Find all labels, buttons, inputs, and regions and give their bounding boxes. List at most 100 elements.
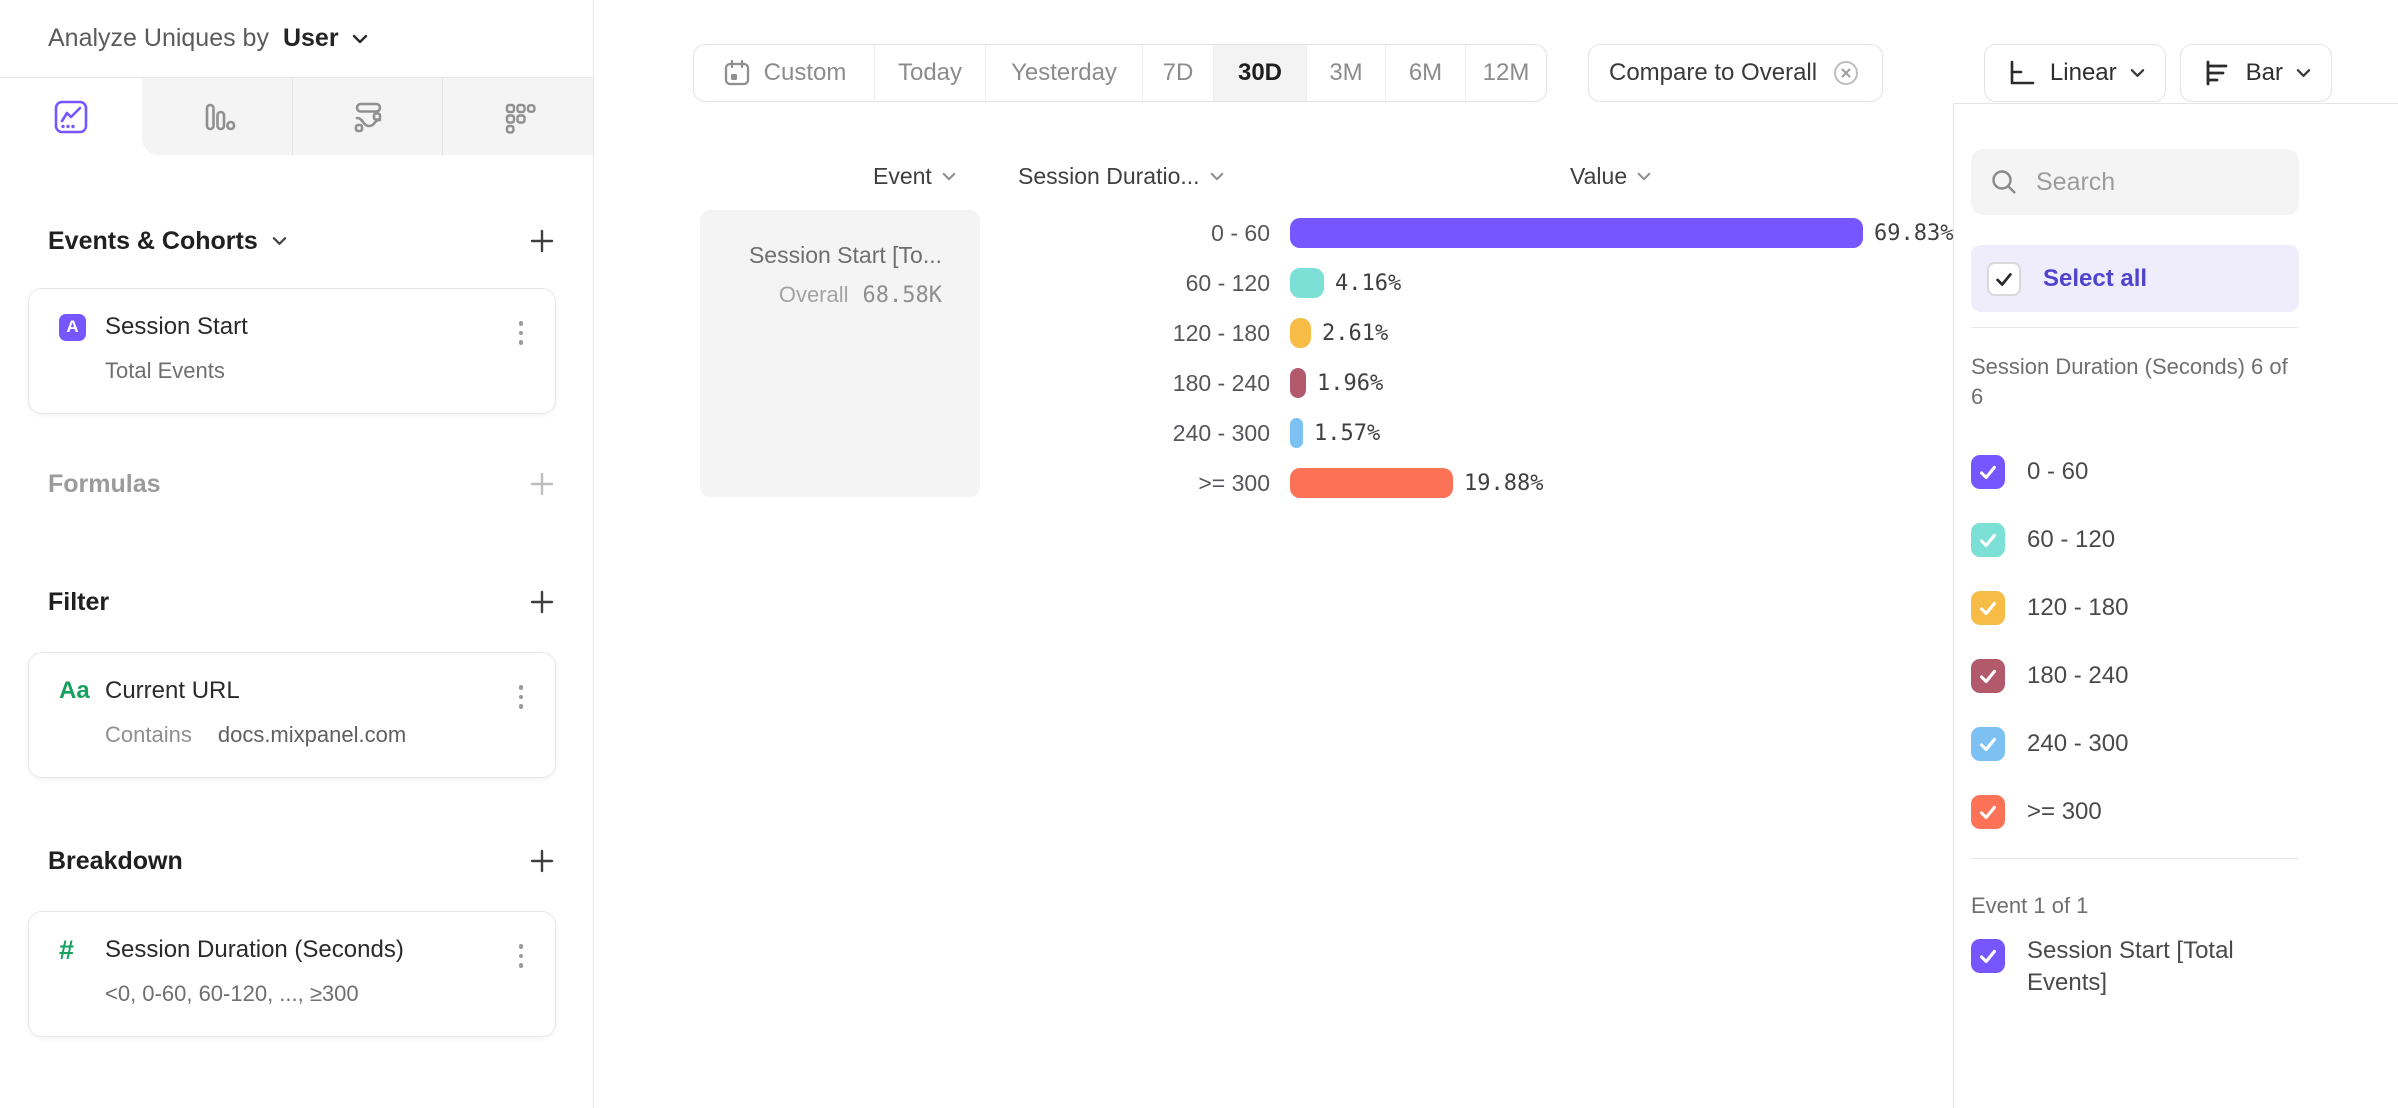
bar-category-label: 180 - 240 (1172, 369, 1270, 396)
legend-item-label: 120 - 180 (2027, 594, 2129, 621)
bar-value-label: 19.88% (1464, 470, 1544, 496)
chevron-down-icon (942, 172, 956, 181)
inactive-tabs (142, 78, 593, 155)
legend-divider (1971, 327, 2299, 328)
calendar-icon (722, 58, 752, 88)
analyze-by-label: Analyze Uniques by (48, 24, 269, 52)
view-tabs (0, 78, 593, 155)
legend-item-0-60[interactable]: 0 - 60 (1971, 438, 2398, 506)
column-header-breakdown[interactable]: Session Duratio... (1018, 163, 1224, 190)
linear-axis-icon (2005, 57, 2037, 89)
chart-type-selector[interactable]: Bar (2179, 44, 2332, 102)
add-breakdown-button[interactable] (529, 848, 555, 874)
legend-event-label: Session Start [Total Events] (2027, 937, 2234, 996)
date-range-custom[interactable]: Custom (694, 45, 874, 101)
bar-segment[interactable] (1290, 468, 1453, 498)
date-range-control: Custom Today Yesterday 7D 30D 3M 6M 12M (693, 44, 1547, 102)
bar-value-label: 1.57% (1314, 420, 1381, 446)
chevron-down-icon (2130, 68, 2145, 78)
add-event-button[interactable] (529, 228, 555, 254)
kebab-menu-icon[interactable] (515, 317, 528, 349)
kebab-menu-icon[interactable] (515, 681, 528, 713)
query-builder-sidebar: Analyze Uniques by User Events & Cohorts… (0, 0, 594, 1108)
select-all-row[interactable]: Select all (1971, 245, 2299, 312)
view-tab-bar-chart[interactable] (142, 78, 292, 155)
add-formula-button[interactable] (529, 471, 555, 497)
legend-item-label: 180 - 240 (2027, 662, 2129, 689)
date-range-30d[interactable]: 30D (1213, 45, 1306, 101)
legend-item-label: 60 - 120 (2027, 526, 2116, 553)
breakdown-card-title-row: # Session Duration (Seconds) (29, 912, 555, 964)
legend-search[interactable] (1971, 149, 2299, 215)
chart-row-0-60: 0 - 60 69.83% (594, 208, 1953, 258)
legend-item-240-300[interactable]: 240 - 300 (1971, 710, 2398, 778)
chart-row-240-300: 240 - 300 1.57% (594, 408, 1380, 458)
bar-axis-icon (2201, 57, 2233, 89)
bar-category-label: 120 - 180 (1172, 319, 1270, 346)
legend-checkbox[interactable] (1971, 939, 2005, 973)
analyze-by-value: User (282, 24, 339, 52)
legend-checkbox[interactable] (1971, 523, 2005, 557)
view-tab-line-chart[interactable] (0, 78, 142, 155)
bar-value-label: 4.16% (1335, 270, 1402, 296)
chevron-down-icon[interactable] (272, 236, 287, 246)
formulas-section-title: Formulas (48, 469, 161, 498)
date-range-3m[interactable]: 3M (1306, 45, 1385, 101)
date-range-6m[interactable]: 6M (1385, 45, 1465, 101)
column-header-value[interactable]: Value (1570, 163, 1651, 190)
column-header-event[interactable]: Event (873, 163, 956, 190)
select-all-checkbox[interactable] (1987, 261, 2021, 296)
legend-checkbox[interactable] (1971, 727, 2005, 761)
event-card-session-start[interactable]: A Session Start Total Events (28, 288, 556, 414)
legend-checkbox[interactable] (1971, 659, 2005, 693)
bar-chart-area: Event Session Duratio... Value Session S… (594, 103, 1953, 1108)
bar-segment[interactable] (1290, 368, 1306, 398)
date-range-7d[interactable]: 7D (1142, 45, 1213, 101)
active-tab-slot (0, 78, 142, 155)
events-section-title: Events & Cohorts (48, 226, 258, 255)
bar-segment[interactable] (1290, 318, 1311, 348)
search-input[interactable] (2034, 166, 2274, 198)
event-group-card[interactable]: Session Start [To... Overall 68.58K (700, 210, 980, 497)
event-measurement[interactable]: Total Events (105, 358, 225, 383)
view-tab-flows[interactable] (291, 78, 443, 155)
legend-event-item[interactable]: Session Start [Total Events] (1971, 935, 2281, 999)
analyze-by-selector[interactable]: User (283, 24, 368, 53)
select-all-label: Select all (2043, 264, 2148, 292)
legend-checkbox[interactable] (1971, 795, 2005, 829)
date-range-12m[interactable]: 12M (1465, 45, 1546, 101)
bar-category-label: 60 - 120 (1185, 269, 1270, 296)
scale-selector[interactable]: Linear (1983, 44, 2166, 102)
dismiss-circle-icon[interactable] (1830, 57, 1862, 89)
legend-checkbox[interactable] (1971, 455, 2005, 489)
legend-item-60-120[interactable]: 60 - 120 (1971, 506, 2398, 574)
bar-category-label: >= 300 (1198, 469, 1270, 496)
event-letter-badge: A (59, 313, 105, 341)
breakdown-card-session-duration[interactable]: # Session Duration (Seconds) <0, 0-60, 6… (28, 911, 556, 1037)
bar-segment[interactable] (1290, 268, 1324, 298)
report-main: Custom Today Yesterday 7D 30D 3M 6M 12M Compare… (594, 0, 2398, 1108)
bar-segment[interactable] (1290, 218, 1863, 248)
string-property-icon: Aa (59, 677, 90, 704)
filter-property-name: Current URL (105, 677, 240, 704)
analyze-header: Analyze Uniques by User (0, 0, 593, 78)
legend-item->=300[interactable]: >= 300 (1971, 778, 2398, 846)
chart-row-60-120: 60 - 120 4.16% (594, 258, 1401, 308)
add-filter-button[interactable] (529, 589, 555, 615)
event-group-overall: Overall 68.58K (778, 282, 942, 308)
legend-panel: Select all Session Duration (Seconds) 6 … (1953, 103, 2398, 1108)
filter-condition[interactable]: Contains docs.mixpanel.com (29, 722, 555, 748)
compare-to-overall-button[interactable]: Compare to Overall (1588, 44, 1884, 102)
view-tab-retention[interactable] (442, 78, 593, 155)
legend-checkbox[interactable] (1971, 591, 2005, 625)
breakdown-buckets[interactable]: <0, 0-60, 60-120, ..., ≥300 (105, 981, 359, 1006)
bar-segment[interactable] (1290, 418, 1303, 448)
legend-item-120-180[interactable]: 120 - 180 (1971, 574, 2398, 642)
legend-item-180-240[interactable]: 180 - 240 (1971, 642, 2398, 710)
date-range-yesterday[interactable]: Yesterday (985, 45, 1142, 101)
kebab-menu-icon[interactable] (515, 940, 528, 972)
date-range-today[interactable]: Today (874, 45, 985, 101)
events-section-header: Events & Cohorts (28, 213, 555, 269)
filter-card-current-url[interactable]: Aa Current URL Contains docs.mixpanel.co… (28, 652, 556, 778)
